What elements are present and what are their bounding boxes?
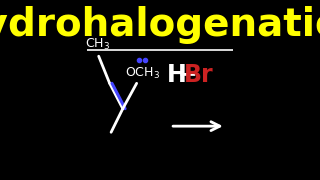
Text: $\mathregular{OCH_3}$: $\mathregular{OCH_3}$: [125, 66, 160, 81]
Text: Hydrohalogenation: Hydrohalogenation: [0, 6, 320, 44]
Text: Br: Br: [184, 63, 213, 87]
Text: H: H: [167, 63, 187, 87]
Text: −: −: [177, 63, 197, 87]
Text: $\mathregular{CH_3}$: $\mathregular{CH_3}$: [85, 37, 110, 52]
